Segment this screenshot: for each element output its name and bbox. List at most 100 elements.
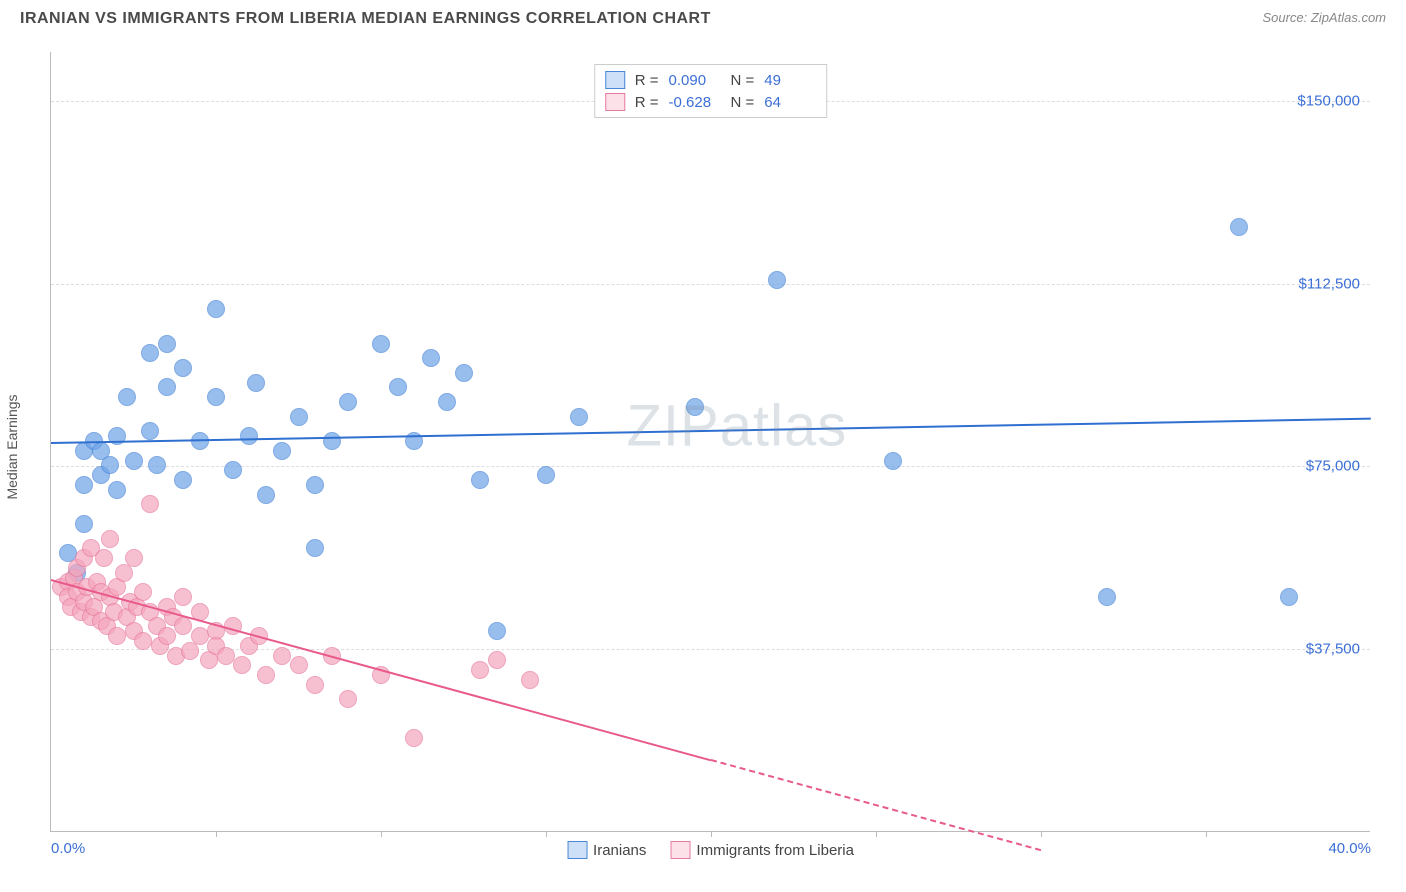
legend-swatch — [567, 841, 587, 859]
data-point — [174, 588, 192, 606]
data-point — [471, 471, 489, 489]
x-tick — [1041, 831, 1042, 837]
data-point — [141, 422, 159, 440]
legend-item: Immigrants from Liberia — [670, 841, 854, 859]
data-point — [455, 364, 473, 382]
data-point — [306, 676, 324, 694]
data-point — [306, 476, 324, 494]
legend-label: Immigrants from Liberia — [696, 842, 854, 859]
chart-source: Source: ZipAtlas.com — [1262, 10, 1386, 25]
data-point — [240, 427, 258, 445]
legend-label: Iranians — [593, 842, 646, 859]
correlation-row: R = 0.090 N = 49 — [605, 69, 817, 91]
y-tick-label: $150,000 — [1297, 92, 1360, 109]
x-tick-label: 0.0% — [51, 840, 85, 857]
data-point — [207, 388, 225, 406]
data-point — [323, 432, 341, 450]
data-point — [125, 452, 143, 470]
data-point — [257, 666, 275, 684]
data-point — [768, 271, 786, 289]
data-point — [108, 481, 126, 499]
gridline — [51, 284, 1370, 285]
data-point — [101, 530, 119, 548]
data-point — [372, 335, 390, 353]
y-tick-label: $75,000 — [1306, 458, 1360, 475]
data-point — [134, 583, 152, 601]
scatter-plot: ZIPatlas R =0.090N =49R =-0.628N =64 Ira… — [50, 52, 1370, 832]
data-point — [75, 515, 93, 533]
n-value: 64 — [764, 94, 816, 111]
data-point — [438, 393, 456, 411]
data-point — [134, 632, 152, 650]
data-point — [158, 378, 176, 396]
chart-title: IRANIAN VS IMMIGRANTS FROM LIBERIA MEDIA… — [20, 10, 711, 28]
r-value: 0.090 — [669, 72, 721, 89]
data-point — [884, 452, 902, 470]
gridline — [51, 466, 1370, 467]
x-tick — [216, 831, 217, 837]
watermark: ZIPatlas — [627, 392, 848, 459]
legend-item: Iranians — [567, 841, 646, 859]
data-point — [521, 671, 539, 689]
data-point — [118, 388, 136, 406]
y-tick-label: $37,500 — [1306, 641, 1360, 658]
data-point — [1280, 588, 1298, 606]
data-point — [217, 647, 235, 665]
n-label: N = — [731, 94, 755, 111]
data-point — [158, 335, 176, 353]
regression-line — [711, 759, 1042, 851]
x-tick — [876, 831, 877, 837]
legend-swatch — [605, 93, 625, 111]
data-point — [233, 656, 251, 674]
y-axis-label: Median Earnings — [4, 394, 20, 499]
data-point — [422, 349, 440, 367]
data-point — [306, 539, 324, 557]
regression-line — [51, 579, 712, 761]
chart-wrapper: Median Earnings ZIPatlas R =0.090N =49R … — [20, 42, 1386, 852]
x-tick — [381, 831, 382, 837]
data-point — [95, 549, 113, 567]
data-point — [290, 656, 308, 674]
legend-swatch — [605, 71, 625, 89]
data-point — [389, 378, 407, 396]
n-label: N = — [731, 72, 755, 89]
x-tick — [546, 831, 547, 837]
data-point — [101, 456, 119, 474]
data-point — [141, 344, 159, 362]
data-point — [247, 374, 265, 392]
data-point — [125, 549, 143, 567]
series-legend: Iranians Immigrants from Liberia — [567, 841, 854, 859]
data-point — [108, 627, 126, 645]
data-point — [141, 495, 159, 513]
y-tick-label: $112,500 — [1299, 275, 1360, 292]
data-point — [339, 690, 357, 708]
data-point — [686, 398, 704, 416]
data-point — [537, 466, 555, 484]
data-point — [471, 661, 489, 679]
data-point — [488, 622, 506, 640]
data-point — [1098, 588, 1116, 606]
r-label: R = — [635, 94, 659, 111]
data-point — [570, 408, 588, 426]
data-point — [273, 442, 291, 460]
data-point — [174, 617, 192, 635]
data-point — [273, 647, 291, 665]
data-point — [148, 456, 166, 474]
data-point — [174, 359, 192, 377]
data-point — [405, 729, 423, 747]
data-point — [257, 486, 275, 504]
data-point — [224, 461, 242, 479]
legend-swatch — [670, 841, 690, 859]
x-tick-label: 40.0% — [1328, 840, 1371, 857]
correlation-row: R = -0.628 N = 64 — [605, 91, 817, 113]
data-point — [158, 627, 176, 645]
r-value: -0.628 — [669, 94, 721, 111]
data-point — [207, 300, 225, 318]
data-point — [75, 476, 93, 494]
correlation-legend: R = 0.090 N = 49 R = -0.628 N = 64 — [594, 64, 828, 118]
data-point — [339, 393, 357, 411]
n-value: 49 — [764, 72, 816, 89]
r-label: R = — [635, 72, 659, 89]
data-point — [1230, 218, 1248, 236]
data-point — [488, 651, 506, 669]
